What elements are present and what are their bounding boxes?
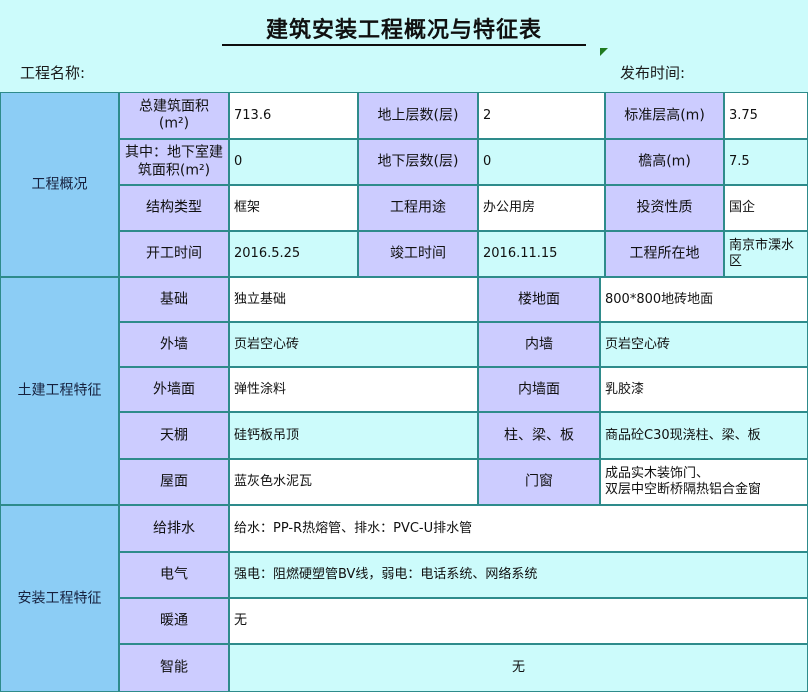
label-exterior-wall: 外墙 bbox=[119, 322, 229, 367]
value-doors-windows[interactable]: 成品实木装饰门、 双层中空断桥隔热铝合金窗 bbox=[600, 459, 808, 505]
section-header-civil: 土建工程特征 bbox=[0, 277, 119, 505]
value-above-ground-floors[interactable]: 2 bbox=[478, 92, 605, 139]
value-foundation[interactable]: 独立基础 bbox=[229, 277, 478, 322]
label-underground-floors-b: 地下层数(层) bbox=[358, 139, 478, 185]
section-header-overview: 工程概况 bbox=[0, 92, 119, 277]
value-total-floor-area-b[interactable]: 713.6 bbox=[229, 92, 358, 139]
value-structure-type-b[interactable]: 框架 bbox=[229, 185, 358, 231]
label-interior-wall: 内墙 bbox=[478, 322, 600, 367]
label-standard-floor-height: 标准层高(m) bbox=[605, 92, 724, 139]
label-column-beam-slab: 柱、梁、板 bbox=[478, 412, 600, 459]
value-project-use[interactable]: 办公用房 bbox=[478, 185, 605, 231]
label-eave-height: 檐高(m) bbox=[605, 139, 724, 185]
value-roof[interactable]: 蓝灰色水泥瓦 bbox=[229, 459, 478, 505]
label-structure-type-b: 结构类型 bbox=[119, 185, 229, 231]
label-roof: 屋面 bbox=[119, 459, 229, 505]
label-project-use-b: 工程用途 bbox=[358, 185, 478, 231]
value-interior-wall-finish[interactable]: 乳胶漆 bbox=[600, 367, 808, 412]
value-hvac[interactable]: 无 bbox=[229, 598, 808, 644]
label-start-date-b: 开工时间 bbox=[119, 231, 229, 277]
label-ceiling: 天棚 bbox=[119, 412, 229, 459]
value-basement-area-b[interactable]: 0 bbox=[229, 139, 358, 185]
label-total-floor-area-b: 总建筑面积(m²) bbox=[119, 92, 229, 139]
green-triangle-marker bbox=[600, 48, 608, 56]
label-foundation: 基础 bbox=[119, 277, 229, 322]
value-column-beam-slab[interactable]: 商品砼C30现浇柱、梁、板 bbox=[600, 412, 808, 459]
publish-time-label: 发布时间: bbox=[620, 64, 686, 82]
label-hvac: 暖通 bbox=[119, 598, 229, 644]
value-completion-date[interactable]: 2016.11.15 bbox=[478, 231, 605, 277]
value-project-location[interactable]: 南京市溧水区 bbox=[724, 231, 808, 277]
label-project-location: 工程所在地 bbox=[605, 231, 724, 277]
value-standard-floor-height[interactable]: 3.75 bbox=[724, 92, 808, 139]
value-eave-height[interactable]: 7.5 bbox=[724, 139, 808, 185]
value-investment-nature[interactable]: 国企 bbox=[724, 185, 808, 231]
value-exterior-wall-finish[interactable]: 弹性涂料 bbox=[229, 367, 478, 412]
label-doors-windows: 门窗 bbox=[478, 459, 600, 505]
label-intelligent: 智能 bbox=[119, 644, 229, 692]
section-header-installation: 安装工程特征 bbox=[0, 505, 119, 692]
label-completion-date-b: 竣工时间 bbox=[358, 231, 478, 277]
value-interior-wall[interactable]: 页岩空心砖 bbox=[600, 322, 808, 367]
value-floor-surface[interactable]: 800*800地砖地面 bbox=[600, 277, 808, 322]
label-exterior-wall-finish: 外墙面 bbox=[119, 367, 229, 412]
value-exterior-wall[interactable]: 页岩空心砖 bbox=[229, 322, 478, 367]
page-title: 建筑安装工程概况与特征表 bbox=[265, 18, 542, 43]
label-investment-nature: 投资性质 bbox=[605, 185, 724, 231]
label-above-ground-floors-b: 地上层数(层) bbox=[358, 92, 478, 139]
label-plumbing: 给排水 bbox=[119, 505, 229, 552]
label-basement-area-b: 其中：地下室建筑面积(m²) bbox=[119, 139, 229, 185]
label-interior-wall-finish: 内墙面 bbox=[478, 367, 600, 412]
title-underline bbox=[222, 44, 586, 46]
value-intelligent[interactable]: 无 bbox=[229, 644, 808, 692]
label-electrical: 电气 bbox=[119, 552, 229, 598]
value-start-date-b[interactable]: 2016.5.25 bbox=[229, 231, 358, 277]
header-band: 建筑安装工程概况与特征表 工程名称: 发布时间: bbox=[0, 0, 808, 92]
label-floor-surface: 楼地面 bbox=[478, 277, 600, 322]
project-name-label: 工程名称: bbox=[20, 64, 86, 82]
value-ceiling[interactable]: 硅钙板吊顶 bbox=[229, 412, 478, 459]
value-plumbing[interactable]: 给水：PP-R热熔管、排水：PVC-U排水管 bbox=[229, 505, 808, 552]
value-electrical[interactable]: 强电：阻燃硬塑管BV线，弱电：电话系统、网络系统 bbox=[229, 552, 808, 598]
value-underground-floors[interactable]: 0 bbox=[478, 139, 605, 185]
